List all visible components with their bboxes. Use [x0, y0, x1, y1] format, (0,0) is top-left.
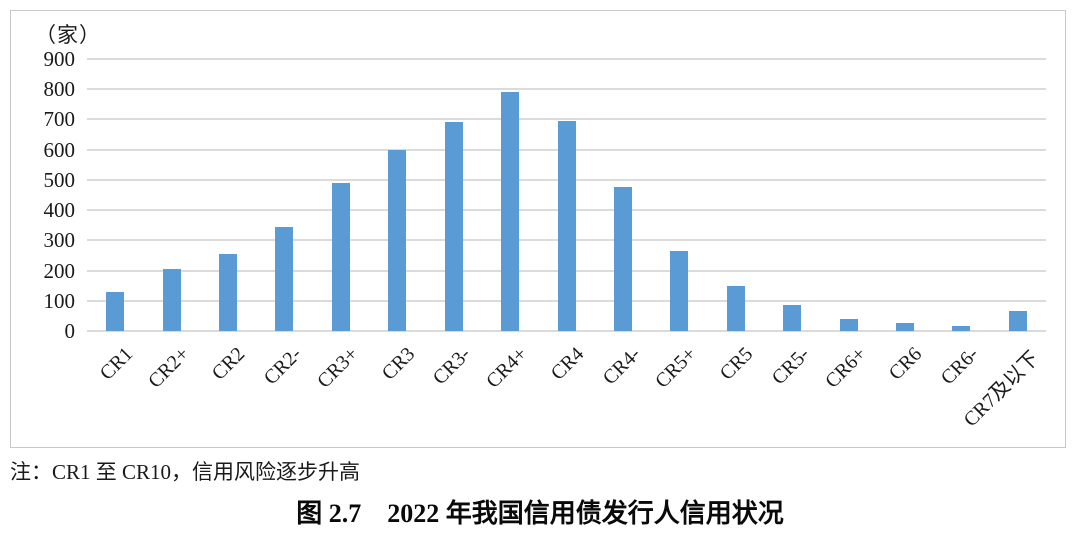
x-tick-label: CR5 — [715, 343, 758, 385]
x-tick-label: CR2 — [208, 343, 250, 385]
x-tick-label: CR5+ — [651, 343, 701, 393]
bar — [331, 182, 350, 331]
bar — [952, 326, 971, 331]
bar — [219, 253, 238, 331]
bar — [895, 323, 914, 331]
x-tick-label: CR3- — [429, 343, 476, 390]
x-tick-label: CR4 — [546, 343, 589, 385]
x-tick-label: CR6- — [936, 343, 983, 390]
y-tick-label: 400 — [43, 198, 76, 223]
x-tick-label: CR6+ — [820, 343, 871, 393]
y-tick-label: 500 — [43, 167, 76, 192]
bar — [613, 187, 632, 331]
x-tick-label: CR2+ — [143, 343, 194, 393]
bar — [670, 250, 689, 331]
bar — [501, 92, 520, 331]
bar — [275, 226, 294, 331]
y-tick-label: 100 — [43, 288, 76, 313]
bar — [783, 305, 802, 331]
gridline — [87, 118, 1046, 121]
figure-caption: 图 2.7 2022 年我国信用债发行人信用状况 — [296, 499, 784, 528]
bar — [839, 318, 858, 331]
bar — [1008, 311, 1027, 331]
x-tick-label: CR1 — [95, 343, 137, 385]
y-tick-label: 800 — [43, 77, 76, 102]
bar — [726, 285, 745, 331]
bar — [106, 291, 125, 331]
y-tick-label: 300 — [43, 228, 76, 253]
bar — [444, 122, 463, 331]
bar — [388, 149, 407, 331]
x-tick-label: CR4- — [598, 343, 645, 390]
chart-note: 注：CR1 至 CR10，信用风险逐步升高 — [10, 460, 361, 484]
y-tick-label: 200 — [43, 258, 76, 283]
y-axis-unit-label: （家） — [35, 23, 101, 47]
x-tick-label: CR5- — [767, 343, 814, 390]
y-tick-label: 700 — [43, 107, 76, 132]
bar-chart: （家） 0 100 200 300 400 500 600 700 800 900 CR1 CR2+ C… — [10, 10, 1066, 448]
gridline — [87, 58, 1046, 60]
gridline — [87, 330, 1046, 332]
bar — [557, 120, 576, 331]
x-tick-label: CR4+ — [482, 343, 532, 393]
y-tick-label: 900 — [43, 47, 76, 71]
x-tick-label: CR3 — [377, 343, 419, 385]
y-tick-label: 600 — [43, 137, 76, 162]
bar — [162, 269, 181, 331]
x-tick-label: CR2- — [259, 343, 307, 390]
x-tick-label: CR6 — [885, 343, 927, 385]
y-tick-label: 0 — [64, 319, 76, 343]
x-tick-label: CR3+ — [312, 343, 363, 393]
gridline — [87, 88, 1046, 91]
